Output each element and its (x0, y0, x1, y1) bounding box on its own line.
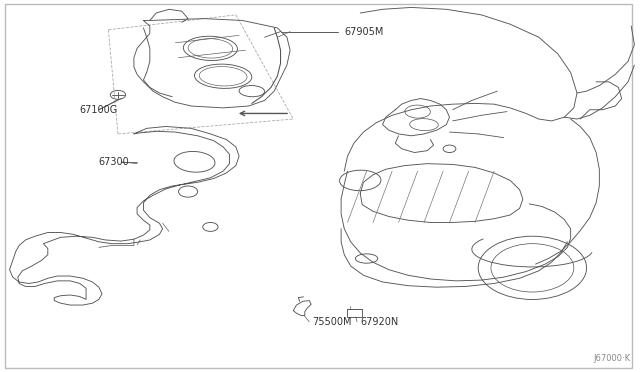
Text: 75500M: 75500M (312, 317, 352, 327)
Text: 67100G: 67100G (80, 105, 118, 115)
Text: 67920N: 67920N (360, 317, 399, 327)
Text: 67300: 67300 (99, 157, 129, 167)
Text: 67905M: 67905M (344, 27, 383, 36)
Bar (348, 309, 362, 317)
Text: J67000·K: J67000·K (593, 355, 630, 363)
